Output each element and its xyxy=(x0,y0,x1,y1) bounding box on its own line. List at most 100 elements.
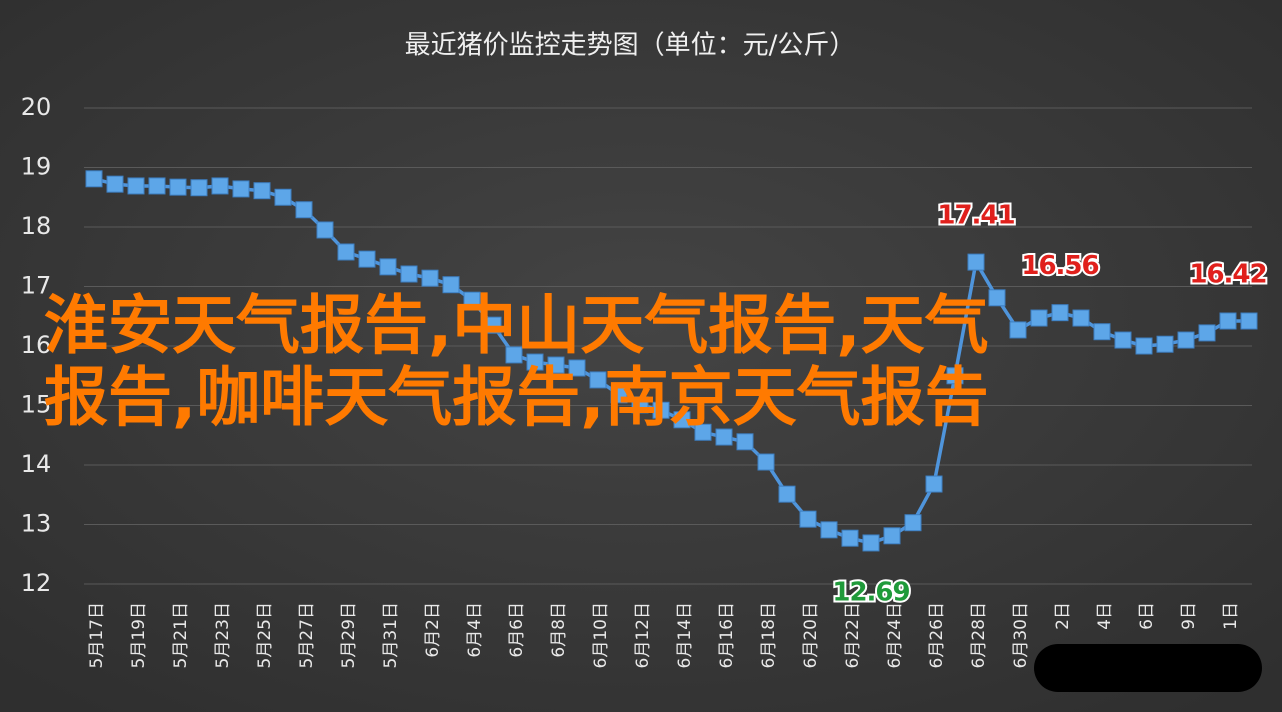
data-point xyxy=(715,428,733,446)
data-label: 16.42 xyxy=(1189,260,1266,290)
x-tick-label: 6月2日 xyxy=(423,602,443,658)
data-point xyxy=(610,386,628,404)
x-tick-label: 5月19日 xyxy=(129,602,149,668)
data-point xyxy=(1093,323,1111,341)
data-point xyxy=(253,182,271,200)
data-point xyxy=(379,258,397,276)
y-tick-label: 19 xyxy=(21,153,52,181)
x-tick-label: 6月28日 xyxy=(969,602,989,668)
data-point xyxy=(190,179,208,197)
data-point xyxy=(694,423,712,441)
x-tick-label: 6月30日 xyxy=(1011,602,1031,668)
data-point xyxy=(526,353,544,371)
data-point xyxy=(547,356,565,374)
x-tick-label: 5月29日 xyxy=(339,602,359,668)
data-point xyxy=(1114,331,1132,349)
data-point xyxy=(106,175,124,193)
data-point xyxy=(778,485,796,503)
y-tick-label: 13 xyxy=(21,510,52,538)
y-tick-label: 14 xyxy=(21,450,52,478)
data-point xyxy=(967,253,985,271)
data-point xyxy=(295,201,313,219)
x-tick-label: 6月20日 xyxy=(801,602,821,668)
x-tick-label: 5月27日 xyxy=(297,602,317,668)
data-point xyxy=(211,177,229,195)
data-point xyxy=(337,243,355,261)
data-point xyxy=(1072,309,1090,327)
data-point xyxy=(862,534,880,552)
x-tick-label: 6月18日 xyxy=(759,602,779,668)
x-tick-label: 1日 xyxy=(1221,602,1241,630)
data-point xyxy=(568,359,586,377)
data-point xyxy=(631,396,649,414)
x-tick-label: 6月10日 xyxy=(591,602,611,668)
x-tick-label: 9日 xyxy=(1179,602,1199,630)
data-point xyxy=(883,527,901,545)
data-point xyxy=(316,221,334,239)
x-tick-label: 6月14日 xyxy=(675,602,695,668)
data-point xyxy=(274,188,292,206)
data-label: 17.41 xyxy=(937,201,1014,231)
data-point xyxy=(1198,324,1216,342)
data-point xyxy=(841,529,859,547)
x-tick-label: 6月12日 xyxy=(633,602,653,668)
data-point xyxy=(484,316,502,334)
x-tick-label: 5月31日 xyxy=(381,602,401,668)
data-label: 12.69 xyxy=(832,577,909,607)
data-point xyxy=(463,291,481,309)
y-tick-label: 12 xyxy=(21,569,52,597)
data-point xyxy=(1240,312,1258,330)
data-point xyxy=(1156,335,1174,353)
data-label: 16.56 xyxy=(1021,251,1098,281)
redaction-blob xyxy=(1034,644,1262,692)
data-point xyxy=(757,453,775,471)
y-tick-label: 15 xyxy=(21,391,52,419)
data-point xyxy=(505,346,523,364)
data-point xyxy=(820,521,838,539)
y-tick-label: 18 xyxy=(21,212,52,240)
x-tick-label: 6日 xyxy=(1137,602,1157,630)
x-tick-label: 5月17日 xyxy=(87,602,107,668)
data-point xyxy=(169,178,187,196)
data-point xyxy=(358,250,376,268)
data-point xyxy=(652,401,670,419)
data-point xyxy=(148,177,166,195)
data-point xyxy=(799,510,817,528)
x-tick-label: 6月26日 xyxy=(927,602,947,668)
data-point xyxy=(673,411,691,429)
data-point xyxy=(1030,309,1048,327)
x-tick-label: 6月8日 xyxy=(549,602,569,658)
x-tick-label: 6月24日 xyxy=(885,602,905,668)
x-tick-label: 2日 xyxy=(1053,602,1073,630)
data-point xyxy=(421,269,439,287)
grid: 12 13 14 15 16 17 18 19 20 5月17日 5月19日 5月21日 5月23日 5月… xyxy=(21,93,1252,668)
data-point xyxy=(1135,337,1153,355)
chart-title: 最近猪价监控走势图（单位：元/公斤） xyxy=(405,31,856,61)
data-point xyxy=(946,367,964,385)
data-point xyxy=(127,177,145,195)
overlay-text: 淮安天气报告,中山天气报告,天气 xyxy=(44,290,989,364)
data-point xyxy=(232,180,250,198)
x-tick-label: 5月23日 xyxy=(213,602,233,668)
data-point xyxy=(1051,304,1069,322)
x-tick-label: 4日 xyxy=(1095,602,1115,630)
x-tick-label: 6月6日 xyxy=(507,602,527,658)
x-tick-label: 5月21日 xyxy=(171,602,191,668)
data-point xyxy=(1009,321,1027,339)
x-tick-label: 5月25日 xyxy=(255,602,275,668)
x-tick-label: 6月16日 xyxy=(717,602,737,668)
data-point xyxy=(736,433,754,451)
data-point xyxy=(85,170,103,188)
data-point xyxy=(589,371,607,389)
x-tick-label: 6月4日 xyxy=(465,602,485,658)
data-point xyxy=(925,475,943,493)
data-point xyxy=(988,289,1006,307)
data-point xyxy=(904,514,922,532)
data-point xyxy=(1177,331,1195,349)
data-point xyxy=(442,276,460,294)
x-tick-label: 6月22日 xyxy=(843,602,863,668)
plot xyxy=(85,170,1258,552)
